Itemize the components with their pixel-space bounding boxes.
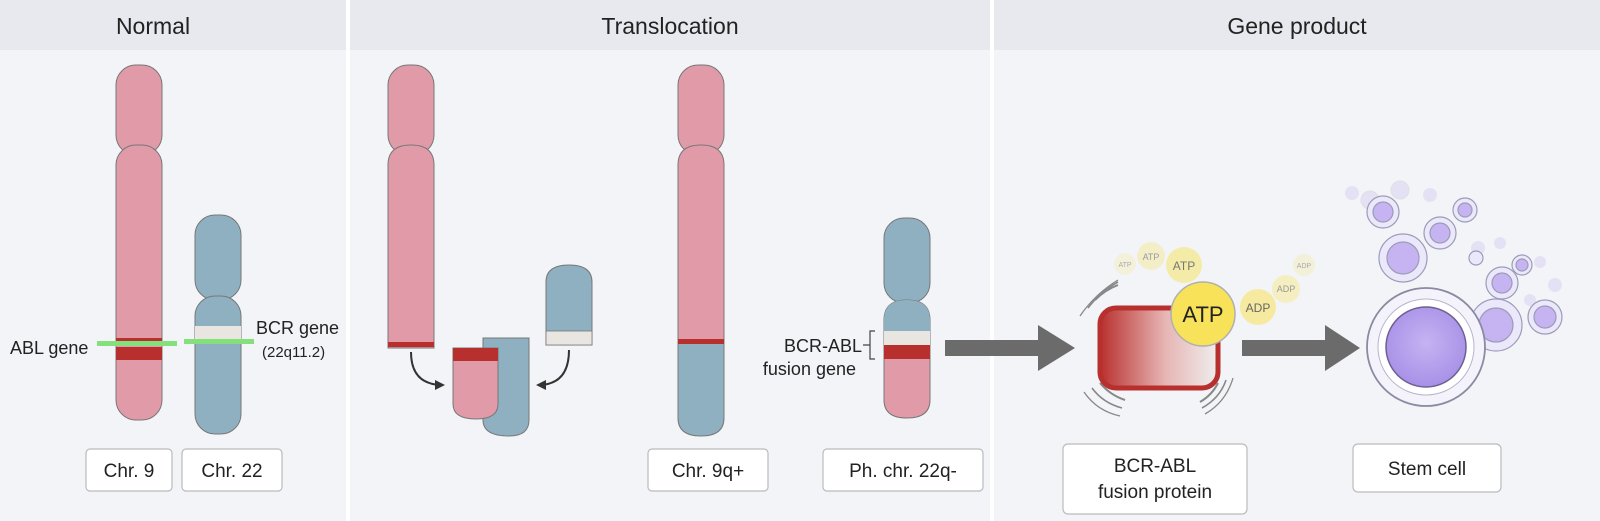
bcr-marker: [184, 339, 254, 344]
abl-gene-label: ABL gene: [10, 338, 88, 358]
chr9q-box: Chr. 9q+: [647, 448, 769, 492]
atp-molecule-small-1: ATP: [1114, 253, 1136, 275]
svg-text:ADP: ADP: [1297, 263, 1312, 270]
fusion-gene-label-1: BCR-ABL: [784, 336, 862, 356]
svg-text:ATP: ATP: [1118, 262, 1131, 269]
chr9-fragment: [452, 347, 499, 420]
atp-molecule-main: ATP: [1170, 281, 1236, 347]
svg-text:ATP: ATP: [1182, 302, 1223, 327]
svg-text:ATP: ATP: [1143, 252, 1160, 262]
svg-text:ATP: ATP: [1173, 259, 1195, 273]
atp-molecule-small-2: ATP: [1137, 242, 1165, 270]
svg-text:fusion protein: fusion protein: [1098, 482, 1212, 503]
svg-text:BCR-ABL: BCR-ABL: [1114, 456, 1196, 477]
abl-marker: [97, 341, 177, 346]
adp-molecule-1: ADP: [1240, 289, 1276, 325]
vibration-arcs: [1079, 279, 1234, 417]
arrow-left-swap: [410, 351, 445, 390]
adp-molecule-2: ADP: [1272, 275, 1300, 303]
panel-translocation: Translocation: [350, 0, 990, 521]
cell-cluster: [1345, 180, 1563, 352]
adp-molecule-3: ADP: [1293, 254, 1315, 276]
ph-chr-box: Ph. chr. 22q-: [822, 448, 984, 492]
panel-gene-product: Gene product: [994, 0, 1600, 521]
chr9-box: Chr. 9: [85, 448, 173, 492]
chromosome-9-broken: [387, 64, 435, 349]
panel-normal: Normal: [0, 0, 346, 521]
fusion-gene-bracket: [863, 330, 875, 360]
svg-text:Chr. 9: Chr. 9: [104, 461, 155, 482]
arrow-to-stem-cell: [1242, 325, 1360, 371]
stem-cell-box: Stem cell: [1352, 443, 1502, 493]
svg-text:ADP: ADP: [1277, 284, 1296, 294]
arrow-to-protein: [945, 325, 1075, 371]
panel-title-normal: Normal: [116, 13, 190, 39]
stem-cell: [1366, 287, 1486, 407]
svg-text:Ph. chr. 22q-: Ph. chr. 22q-: [849, 461, 957, 482]
arrow-right-swap: [536, 349, 570, 390]
fusion-protein-box: BCR-ABL fusion protein: [1062, 443, 1248, 515]
chr22-broken: [545, 264, 593, 346]
bcr-band-label: (22q11.2): [262, 344, 325, 361]
fusion-gene-label-2: fusion gene: [763, 359, 856, 379]
svg-text:Chr. 9q+: Chr. 9q+: [672, 461, 744, 482]
atp-molecule-small-3: ATP: [1166, 247, 1202, 283]
chromosome-9: [115, 64, 163, 421]
svg-text:Chr. 22: Chr. 22: [201, 461, 262, 482]
chromosome-22: [194, 214, 242, 435]
svg-text:Stem cell: Stem cell: [1388, 459, 1466, 480]
philadelphia-chromosome: [883, 217, 931, 419]
chr22-box: Chr. 22: [181, 448, 283, 492]
chromosome-9q-plus: [677, 64, 725, 437]
svg-text:ADP: ADP: [1246, 301, 1271, 315]
panel-title-gene-product: Gene product: [1227, 13, 1367, 39]
panel-title-translocation: Translocation: [601, 13, 738, 39]
bcr-gene-label: BCR gene: [256, 318, 339, 338]
